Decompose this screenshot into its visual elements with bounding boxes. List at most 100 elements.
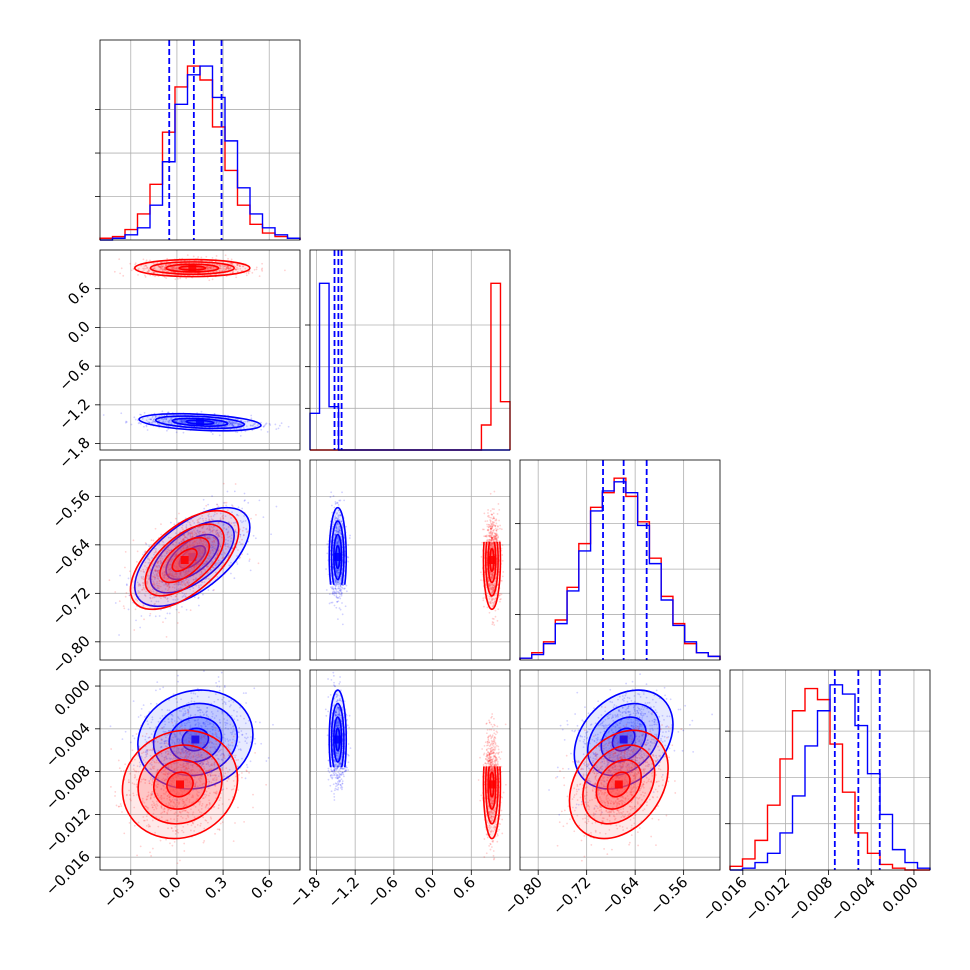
sample-point (165, 277, 167, 279)
sample-point (131, 424, 133, 426)
sample-point (211, 495, 213, 497)
sample-point (124, 567, 126, 569)
sample-point (256, 266, 258, 268)
sample-point (135, 619, 137, 621)
sample-point (267, 431, 269, 433)
sample-point (240, 435, 242, 437)
sample-point (149, 259, 151, 261)
sample-point (131, 269, 133, 271)
sample-point (240, 510, 242, 512)
sample-point (288, 426, 290, 428)
sample-point (186, 609, 188, 611)
sample-point (161, 410, 163, 412)
sample-point (251, 272, 253, 274)
sample-point (119, 272, 121, 274)
sample-point (135, 419, 137, 421)
sample-point (139, 627, 141, 629)
sample-point (234, 490, 236, 492)
sample-point (279, 425, 281, 427)
sample-point (144, 412, 146, 414)
sample-point (208, 279, 210, 281)
sample-point (255, 537, 257, 539)
sample-point (212, 433, 214, 435)
sample-point (254, 269, 256, 271)
sample-point (185, 277, 187, 279)
sample-point (237, 563, 239, 565)
sample-point (212, 278, 214, 280)
histogram-panel-3 (725, 670, 930, 870)
sample-point (128, 578, 130, 580)
sample-point (145, 424, 147, 426)
sample-point (233, 577, 235, 579)
scatter-panel-2-0 (100, 460, 300, 660)
sample-point (133, 416, 135, 418)
sample-point (235, 276, 237, 278)
sample-point (218, 506, 220, 508)
sample-point (227, 258, 229, 260)
sample-point (250, 569, 252, 571)
sample-point (126, 583, 128, 585)
sample-point (121, 267, 123, 269)
sample-point (193, 256, 195, 258)
sample-point (248, 273, 250, 275)
sample-point (170, 522, 172, 524)
sample-point (154, 275, 156, 277)
sample-point (250, 417, 252, 419)
sample-point (227, 491, 229, 493)
sample-point (201, 411, 203, 413)
histogram-panel-1 (305, 250, 510, 450)
sample-point (155, 615, 157, 617)
sample-point (274, 424, 276, 426)
sample-point (203, 508, 205, 510)
sample-point (241, 539, 243, 541)
sample-point (145, 276, 147, 278)
sample-point (262, 516, 264, 518)
sample-point (125, 422, 127, 424)
sample-point (166, 430, 168, 432)
sample-point (259, 275, 261, 277)
histogram-red (730, 689, 930, 870)
sample-point (219, 434, 221, 436)
sample-point (253, 535, 255, 537)
sample-point (212, 257, 214, 259)
sample-point (173, 523, 175, 525)
sample-point (181, 606, 183, 608)
sample-point (281, 422, 283, 424)
sample-point (129, 263, 131, 265)
sample-point (120, 412, 122, 414)
sample-point (176, 609, 178, 611)
sample-point (140, 423, 142, 425)
sample-point (205, 256, 207, 258)
sample-point (247, 502, 249, 504)
sample-point (187, 254, 189, 256)
sample-point (146, 259, 148, 261)
sample-point (247, 553, 249, 555)
sample-point (266, 422, 268, 424)
sample-point (194, 596, 196, 598)
sample-point (205, 505, 207, 507)
sample-point (128, 609, 130, 611)
sample-point (231, 258, 233, 260)
sample-point (261, 268, 263, 270)
sample-point (275, 428, 277, 430)
sample-point (202, 594, 204, 596)
sample-point (246, 272, 248, 274)
sample-point (248, 560, 250, 562)
sample-point (149, 615, 151, 617)
sample-point (198, 605, 200, 607)
sample-point (143, 618, 145, 620)
sample-point (249, 558, 251, 560)
sample-point (225, 254, 227, 256)
sample-point (175, 278, 177, 280)
sample-point (114, 271, 116, 273)
sample-point (166, 613, 168, 615)
sample-point (140, 414, 142, 416)
density-peak (188, 264, 196, 272)
sample-point (169, 613, 171, 615)
sample-point (244, 499, 246, 501)
sample-point (183, 432, 185, 434)
sample-point (200, 257, 202, 259)
sample-point (242, 530, 244, 532)
sample-point (177, 278, 179, 280)
sample-point (207, 504, 209, 506)
